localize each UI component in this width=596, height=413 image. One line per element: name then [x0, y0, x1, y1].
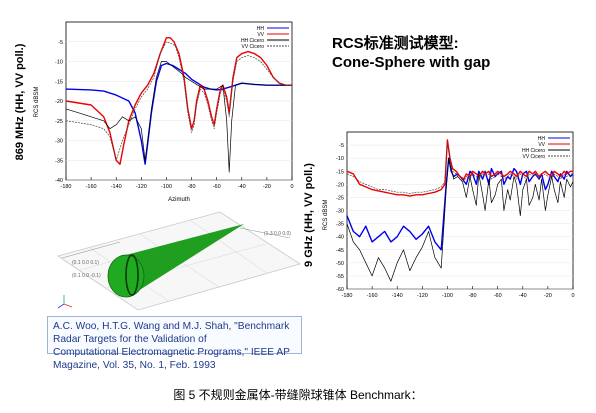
model-grid-line	[189, 219, 269, 275]
x-tick-label: -180	[60, 184, 71, 190]
model-label-2: (0.1 0.0 -0.1)	[72, 273, 101, 279]
y-tick-label: -40	[336, 235, 344, 241]
x-tick-label: -40	[519, 293, 527, 299]
x-tick-label: -160	[367, 293, 378, 299]
chart2-side-label: 9 GHz (HH, VV poll.)	[303, 163, 315, 267]
x-tick-label: -140	[392, 293, 403, 299]
reference-line-1: A.C. Woo, H.T.G. Wang and M.J. Shah, "Be…	[53, 321, 290, 345]
x-tick-label: -100	[442, 293, 453, 299]
model-axis	[239, 227, 291, 239]
y-tick-label: -15	[55, 79, 63, 85]
x-tick-label: 0	[571, 293, 574, 299]
x-tick-label: -80	[469, 293, 477, 299]
x-tick-label: -140	[111, 184, 122, 190]
model-label-3: (1.3 0.0 0.0)	[264, 231, 291, 237]
y-tick-label: -25	[336, 195, 344, 201]
model-origin-axis	[57, 303, 65, 309]
x-tick-label: -120	[136, 184, 147, 190]
legend-label: HH Cicero	[241, 38, 264, 44]
reference-text: A.C. Woo, H.T.G. Wang and M.J. Shah, "Be…	[48, 317, 301, 372]
x-tick-label: -20	[263, 184, 271, 190]
model-cone	[122, 224, 244, 296]
title-line-1: RCS标准测试模型:	[332, 35, 459, 52]
y-tick-label: -30	[55, 139, 63, 145]
figure-caption: 图 5 不规则金属体-带缝隙球锥体 Benchmark：	[173, 388, 423, 402]
y-tick-label: -60	[336, 287, 344, 293]
chart1-side-label: 869 MHz (HH, VV poll.)	[14, 43, 26, 160]
y-tick-label: -20	[55, 99, 63, 105]
x-tick-label: -100	[161, 184, 172, 190]
y-tick-label: -40	[55, 178, 63, 184]
legend-label: VV	[257, 32, 264, 38]
y-tick-label: -20	[336, 182, 344, 188]
series-vv-cicero	[346, 142, 573, 194]
title-line-2: Cone-Sphere with gap	[332, 54, 491, 71]
reference-box: A.C. Woo, H.T.G. Wang and M.J. Shah, "Be…	[47, 316, 302, 371]
series-vv	[346, 139, 573, 197]
y-tick-label: -50	[336, 261, 344, 267]
legend-label: HH Cicero	[522, 148, 545, 154]
series-hh-cicero	[65, 61, 292, 173]
y-tick-label: -30	[336, 209, 344, 215]
series-vv	[65, 37, 292, 165]
y-tick-label: -15	[336, 169, 344, 175]
x-tick-label: 0	[290, 184, 293, 190]
x-tick-label: -120	[417, 293, 428, 299]
y-tick-label: -25	[55, 119, 63, 125]
y-tick-label: -35	[55, 158, 63, 164]
model-axis	[61, 241, 121, 259]
legend-label: VV Cicero	[241, 44, 264, 50]
series-vv-cicero	[65, 41, 292, 161]
chart1-ylabel: RCS dBSM	[34, 87, 40, 118]
model-label-1: (0.1 0.0 0.1)	[72, 260, 99, 266]
x-tick-label: -40	[238, 184, 246, 190]
x-tick-label: -160	[86, 184, 97, 190]
x-tick-label: -20	[544, 293, 552, 299]
y-tick-label: -55	[336, 274, 344, 280]
legend-label: VV	[538, 142, 545, 148]
legend-label: HH	[257, 26, 265, 32]
x-tick-label: -60	[213, 184, 221, 190]
title-block: RCS标准测试模型: Cone-Sphere with gap	[332, 34, 582, 72]
chart-869mhz: 869 MHz (HH, VV poll.) RCS dBSM -5 -10 -15…	[14, 21, 294, 203]
series-hh	[346, 157, 574, 251]
legend-label: VV Cicero	[522, 154, 545, 160]
x-tick-label: -80	[188, 184, 196, 190]
series-hh-cicero	[346, 157, 574, 282]
cone-sphere-model: (0.1 0.0 0.1) (0.1 0.0 -0.1) (1.3 0.0 0.…	[57, 211, 301, 311]
legend-label: HH	[538, 136, 546, 142]
y-tick-label: -35	[336, 222, 344, 228]
model-gap-ring	[125, 254, 139, 296]
y-tick-label: -45	[336, 248, 344, 254]
y-tick-label: -10	[336, 156, 344, 162]
reference-line-2: Computational Electromagnetic Programs,"…	[53, 347, 290, 371]
chart1-xlabel: Azimuth	[168, 197, 190, 203]
model-origin-axis	[63, 303, 73, 308]
y-tick-label: -5	[339, 143, 344, 149]
y-tick-label: -10	[55, 60, 63, 66]
x-tick-label: -60	[494, 293, 502, 299]
y-tick-label: -5	[58, 40, 63, 46]
x-tick-label: -180	[341, 293, 352, 299]
chart2-ylabel: RCS dBSM	[323, 200, 329, 231]
chart-9ghz: 9 GHz (HH, VV poll.) RCS dBSM -5 -10 -15 -2…	[303, 131, 575, 299]
